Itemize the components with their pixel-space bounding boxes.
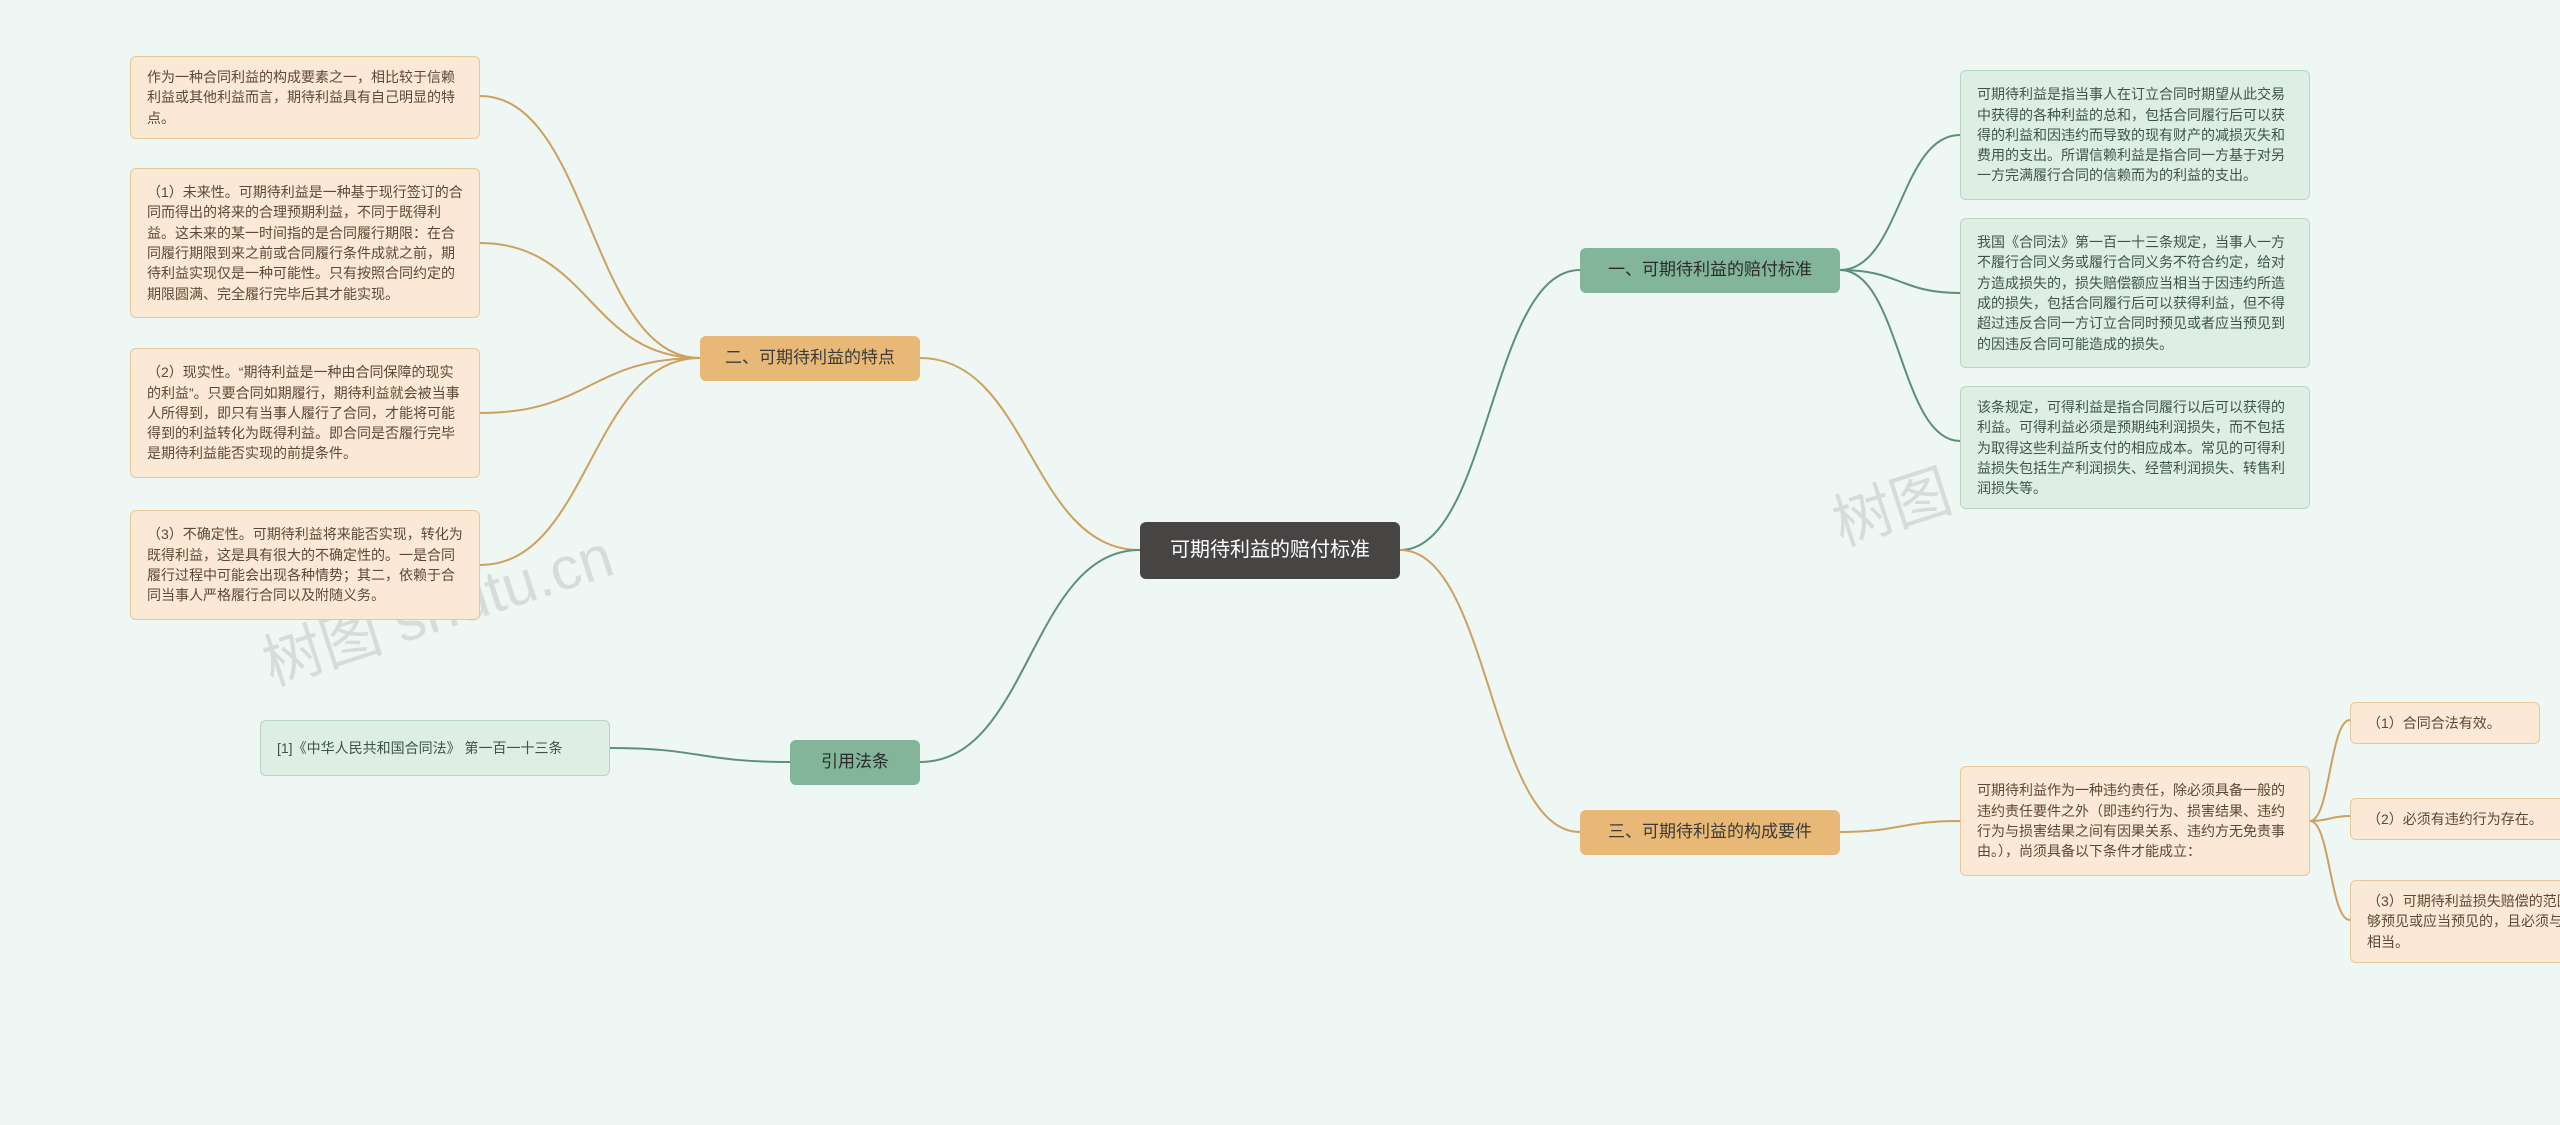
leaf-node[interactable]: （3）可期待利益损失赔偿的范围必须是违约方所能够预见或应当预见的，且必须与因违约…	[2350, 880, 2560, 963]
mindmap-canvas: 树图 shutu.cn 树图 shutu.cn 可期待利益的赔付标准 一、可期待…	[0, 0, 2560, 1125]
leaf-node[interactable]: 我国《合同法》第一百一十三条规定，当事人一方不履行合同义务或履行合同义务不符合约…	[1960, 218, 2310, 368]
leaf-node[interactable]: （3）不确定性。可期待利益将来能否实现，转化为既得利益，这是具有很大的不确定性的…	[130, 510, 480, 620]
branch-characteristics[interactable]: 二、可期待利益的特点	[700, 336, 920, 381]
leaf-node[interactable]: （1）未来性。可期待利益是一种基于现行签订的合同而得出的将来的合理预期利益，不同…	[130, 168, 480, 318]
branch-cited-law[interactable]: 引用法条	[790, 740, 920, 785]
leaf-node[interactable]: （1）合同合法有效。	[2350, 702, 2540, 744]
root-node[interactable]: 可期待利益的赔付标准	[1140, 522, 1400, 579]
leaf-node[interactable]: 可期待利益作为一种违约责任，除必须具备一般的违约责任要件之外（即违约行为、损害结…	[1960, 766, 2310, 876]
branch-compensation-standard[interactable]: 一、可期待利益的赔付标准	[1580, 248, 1840, 293]
leaf-node[interactable]: （2）现实性。“期待利益是一种由合同保障的现实的利益”。只要合同如期履行，期待利…	[130, 348, 480, 478]
leaf-node[interactable]: [1]《中华人民共和国合同法》 第一百一十三条	[260, 720, 610, 776]
branch-constitutive-elements[interactable]: 三、可期待利益的构成要件	[1580, 810, 1840, 855]
leaf-node[interactable]: 该条规定，可得利益是指合同履行以后可以获得的利益。可得利益必须是预期纯利润损失，…	[1960, 386, 2310, 509]
leaf-node[interactable]: （2）必须有违约行为存在。	[2350, 798, 2560, 840]
leaf-node[interactable]: 作为一种合同利益的构成要素之一，相比较于信赖利益或其他利益而言，期待利益具有自己…	[130, 56, 480, 139]
leaf-node[interactable]: 可期待利益是指当事人在订立合同时期望从此交易中获得的各种利益的总和，包括合同履行…	[1960, 70, 2310, 200]
